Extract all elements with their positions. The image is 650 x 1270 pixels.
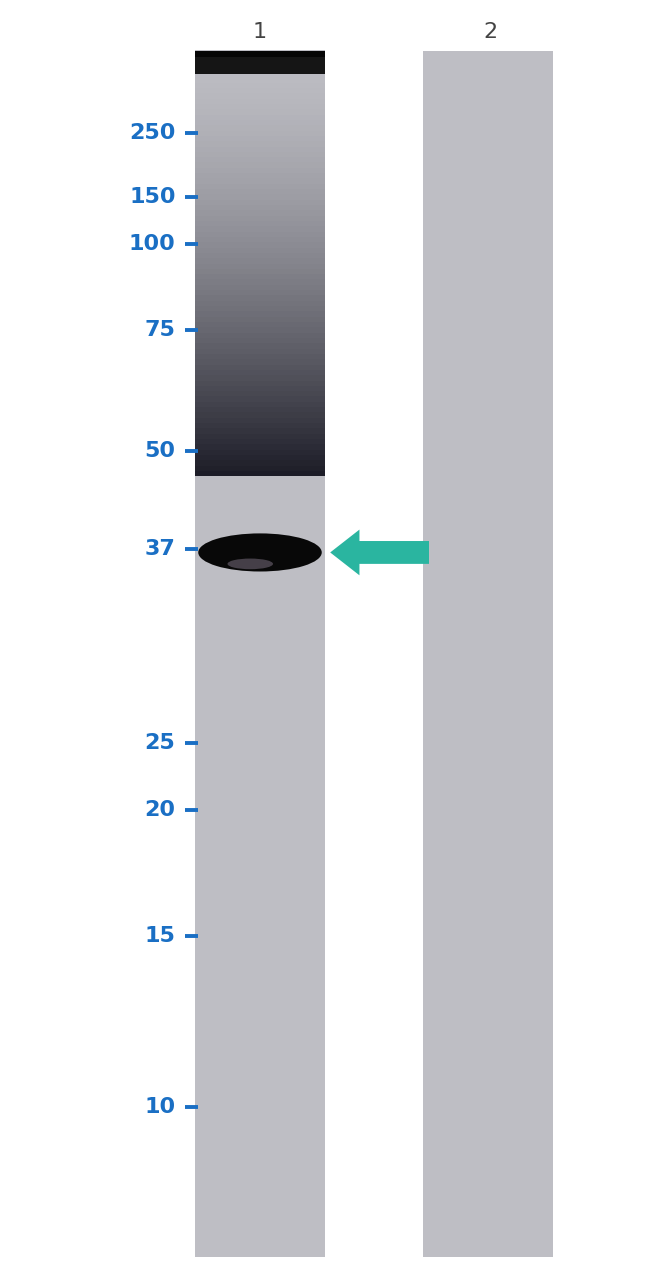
Ellipse shape [198,533,322,572]
Bar [195,124,325,131]
Bar [195,66,325,72]
Bar [195,220,325,226]
Bar [195,178,325,184]
Bar [195,373,325,381]
Bar [195,161,325,168]
Bar [195,145,325,152]
Bar [195,51,325,1257]
Bar [195,438,325,444]
Bar [195,81,325,88]
Bar [195,113,325,119]
Bar [195,453,325,460]
Bar [195,198,325,204]
Bar [195,51,325,57]
Bar [195,263,325,269]
Text: 15: 15 [144,926,176,946]
Text: 1: 1 [253,22,267,42]
Bar [195,278,325,284]
Bar [195,283,325,290]
Bar [195,236,325,243]
Bar [195,251,325,258]
Bar [195,400,325,408]
Bar [195,215,325,221]
Bar [195,331,325,338]
Bar [195,130,325,136]
Text: 150: 150 [129,187,176,207]
Ellipse shape [227,559,273,569]
Bar [195,171,325,179]
Bar [195,210,325,216]
Bar [195,108,325,114]
Bar [195,135,325,141]
Bar [195,443,325,450]
Bar [195,203,325,211]
Bar [195,118,325,126]
Bar [195,295,325,301]
Bar [195,417,325,423]
Bar [195,321,325,328]
Bar [195,288,325,296]
Bar [195,51,325,74]
Bar [195,268,325,274]
Bar [195,406,325,413]
Bar [195,353,325,359]
Bar [195,363,325,370]
Text: 250: 250 [129,123,176,144]
Bar [195,76,325,83]
Bar [195,183,325,189]
Bar [195,326,325,333]
Bar [195,342,325,348]
Bar [195,300,325,306]
Bar [195,98,325,104]
Bar [195,465,325,471]
Bar [195,241,325,248]
Bar [195,86,325,94]
Text: 50: 50 [144,441,176,461]
Text: 100: 100 [129,234,176,254]
Bar [195,427,325,434]
Bar [195,50,325,56]
Text: 2: 2 [484,22,498,42]
Bar [195,225,325,231]
Bar [195,230,325,237]
Bar [195,358,325,364]
Bar [195,368,325,375]
Bar [195,156,325,163]
Bar [195,71,325,77]
Bar [195,448,325,455]
Bar [195,140,325,146]
Bar [195,166,325,173]
Text: 37: 37 [144,538,176,559]
Bar [195,93,325,99]
Bar [195,385,325,391]
Bar [195,411,325,418]
Bar [195,55,325,61]
Bar [195,458,325,466]
Bar [195,257,325,264]
Bar [195,273,325,279]
Bar [195,390,325,396]
Bar [195,422,325,428]
Bar [195,380,325,386]
Bar [195,348,325,354]
Bar [195,315,325,323]
Bar [195,246,325,253]
FancyArrow shape [330,530,429,575]
Text: 75: 75 [144,320,176,340]
Bar [195,337,325,343]
Text: 25: 25 [145,733,176,753]
Bar [195,60,325,67]
Bar [195,395,325,401]
Bar [195,305,325,311]
Bar [195,193,325,199]
Text: 10: 10 [144,1097,176,1118]
Bar [422,51,552,1257]
Bar [195,151,325,157]
Bar [195,188,325,194]
Bar [195,310,325,316]
Bar [195,103,325,109]
Text: 20: 20 [144,800,176,820]
Bar [195,432,325,439]
Bar [195,470,325,476]
